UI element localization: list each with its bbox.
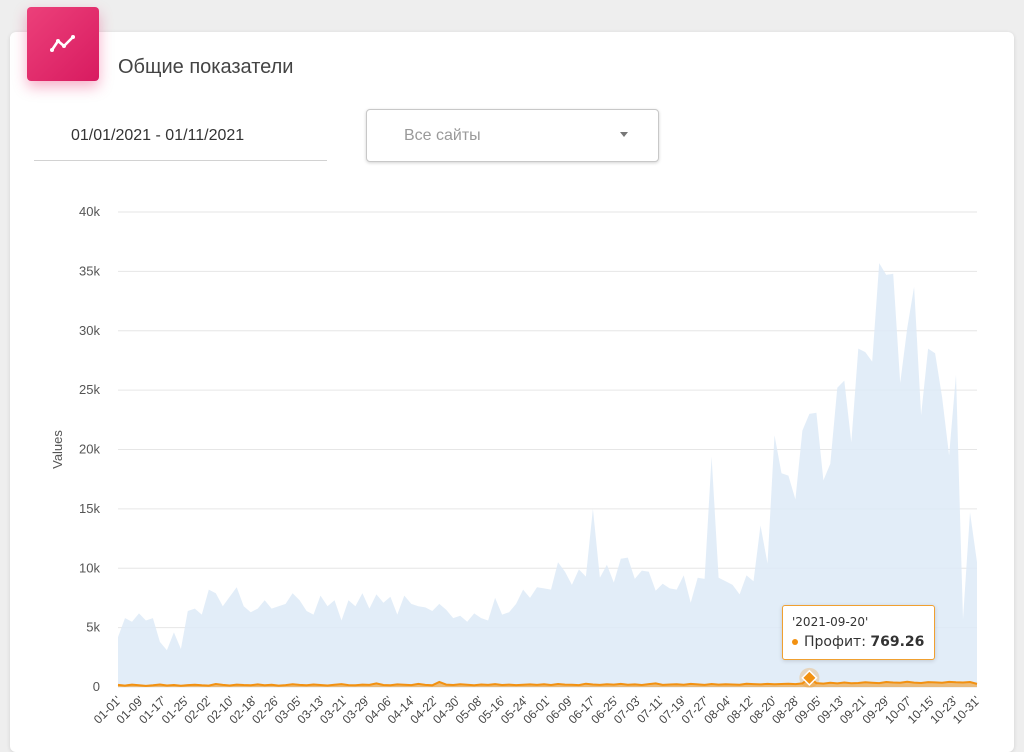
chevron-down-icon — [620, 132, 628, 137]
y-tick-label: 25k — [79, 382, 100, 397]
card-title: Общие показатели — [118, 56, 294, 78]
tooltip-date: '2021-09-20' — [792, 615, 869, 629]
tooltip-separator: : — [861, 634, 866, 650]
chart-tooltip: '2021-09-20' Профит: 769.26 — [782, 605, 935, 660]
series-layer — [117, 263, 978, 687]
y-tick-label: 15k — [79, 501, 100, 516]
y-axis-ticks: 0 5k 10k 15k 20k 25k 30k 35k 40k — [79, 204, 100, 694]
series-dot-icon — [792, 639, 798, 645]
y-tick-label: 30k — [79, 323, 100, 338]
series-profit — [117, 676, 978, 687]
y-tick-label: 0 — [93, 679, 100, 694]
x-axis-ticks: 01-01'01-09'01-17'01-25'02-02'02-10'02-1… — [91, 693, 983, 726]
y-tick-label: 5k — [86, 620, 100, 635]
series-area — [118, 263, 977, 687]
y-tick-label: 40k — [79, 204, 100, 219]
date-range-input[interactable]: 01/01/2021 - 01/11/2021 — [34, 110, 327, 161]
series-line — [117, 676, 978, 687]
site-select-value: Все сайты — [404, 127, 481, 144]
site-select[interactable]: Все сайты — [366, 109, 659, 162]
tooltip-series-name: Профит — [804, 634, 862, 650]
hover-marker — [801, 669, 818, 686]
y-tick-label: 35k — [79, 263, 100, 278]
series-background — [118, 263, 977, 687]
tooltip-value: 769.26 — [870, 634, 925, 650]
tooltip-row: Профит: 769.26 — [792, 634, 924, 650]
trending-line-icon-glyph — [50, 35, 75, 52]
y-tick-label: 20k — [79, 442, 100, 457]
y-tick-label: 10k — [79, 560, 100, 575]
trending-line-icon — [27, 7, 99, 81]
y-axis-label: Values — [50, 430, 65, 469]
marker-layer — [799, 667, 820, 688]
date-range-value: 01/01/2021 - 01/11/2021 — [71, 127, 245, 144]
